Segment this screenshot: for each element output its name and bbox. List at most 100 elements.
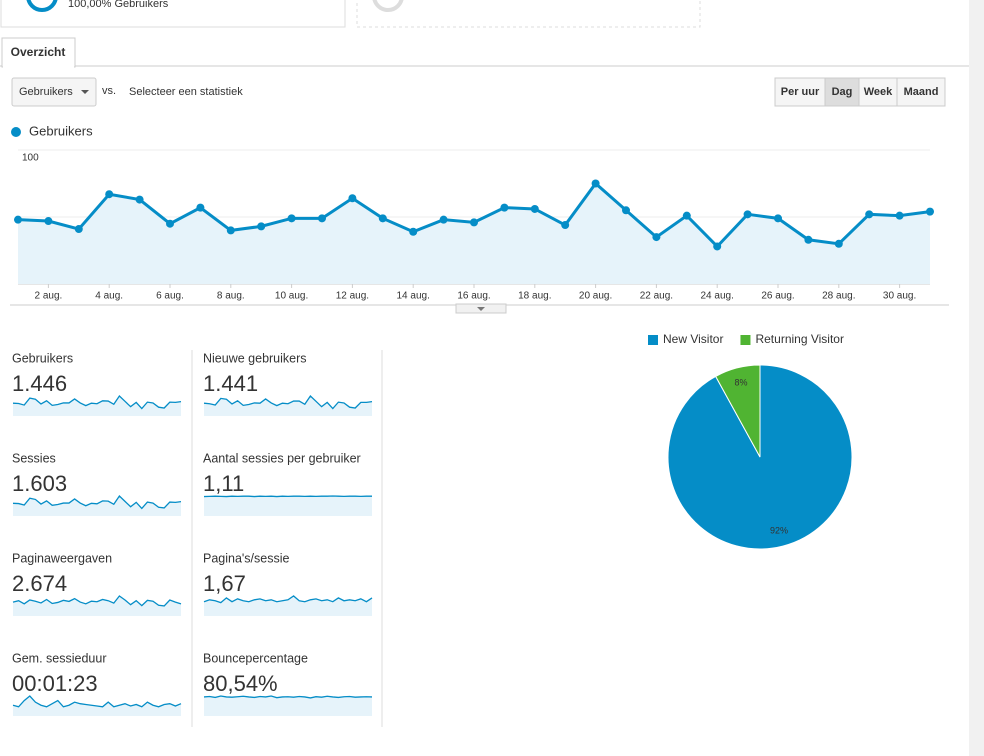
interval-label[interactable]: Week (864, 86, 893, 98)
x-tick-label: 20 aug. (579, 291, 612, 302)
interval-button[interactable] (896, 77, 946, 107)
sparkline (12, 595, 182, 607)
line-chart: 501002 aug.4 aug.6 aug.8 aug.10 aug.12 a… (14, 149, 934, 302)
x-tick-label: 22 aug. (640, 291, 673, 302)
interval-buttons: Per uur Dag Week Maand (774, 77, 946, 107)
x-tick-label: 4 aug. (95, 291, 123, 302)
metric-label: Gem. sessieduur (12, 651, 106, 665)
pie-chart: New Visitor Returning Visitor 92% 8% (648, 332, 853, 550)
point[interactable] (378, 214, 387, 223)
metric-label: Paginaweergaven (12, 551, 112, 565)
legend-label[interactable]: New Visitor (663, 332, 723, 346)
metric-dropdown-label[interactable]: Gebruikers (19, 86, 73, 98)
x-tick-label: 18 aug. (518, 291, 551, 302)
y-tick-label: 100 (22, 153, 39, 164)
scrollbar (969, 0, 984, 756)
interval-label[interactable]: Per uur (781, 86, 820, 98)
interval-label[interactable]: Dag (832, 86, 853, 98)
segment-ring (26, 0, 58, 12)
legend-label[interactable]: Returning Visitor (755, 332, 844, 346)
metric-value: 1.603 (12, 471, 67, 496)
point[interactable] (166, 219, 174, 228)
x-tick-label: 2 aug. (34, 291, 62, 302)
point[interactable] (14, 215, 22, 224)
point[interactable] (409, 227, 418, 236)
scorecards: Gebruikers 1.446 Nieuwe gebruikers 1.441 Ses… (12, 350, 383, 727)
point[interactable] (439, 215, 448, 224)
point[interactable] (105, 190, 114, 199)
sparkline (203, 394, 373, 410)
point[interactable] (74, 225, 83, 234)
segment-card-empty (356, 0, 701, 28)
point[interactable] (257, 222, 266, 231)
x-tick-label: 10 aug. (275, 291, 308, 302)
sparkline-area (204, 596, 372, 616)
metric-value: 1,67 (203, 571, 246, 596)
metric-label: Gebruikers (12, 351, 73, 365)
metric-label: Nieuwe gebruikers (203, 351, 307, 365)
sparkline-area (13, 496, 181, 516)
sparkline-area (204, 496, 372, 516)
tab-cover (3, 64, 74, 68)
point[interactable] (348, 194, 357, 203)
point[interactable] (834, 239, 843, 248)
interval-label[interactable]: Maand (904, 86, 939, 98)
segment-label: 100,00% Gebruikers (68, 0, 169, 10)
legend-swatch (648, 335, 658, 345)
x-tick-label: 24 aug. (701, 291, 734, 302)
metric-value: 1,11 (203, 471, 244, 496)
point[interactable] (135, 195, 144, 204)
vs-label: vs. (102, 85, 116, 97)
point[interactable] (318, 214, 326, 223)
point[interactable] (804, 235, 813, 244)
sparkline-area (204, 396, 372, 416)
x-tick-label: 30 aug. (883, 291, 916, 302)
sparkline (203, 695, 373, 699)
point[interactable] (622, 206, 630, 215)
metric-label: Aantal sessies per gebruiker (203, 451, 361, 465)
legend-label: Gebruikers (29, 123, 93, 138)
point[interactable] (652, 233, 661, 242)
point[interactable] (895, 211, 904, 220)
metric-label: Pagina's/sessie (203, 551, 290, 565)
point[interactable] (743, 210, 752, 219)
point[interactable] (226, 226, 235, 235)
compare-link[interactable]: Selecteer een statistiek (129, 86, 243, 98)
dropdown-arrow (81, 90, 89, 94)
area (18, 183, 930, 284)
x-tick-label: 8 aug. (217, 291, 245, 302)
metric-value: 1.441 (203, 371, 258, 396)
sparkline (12, 394, 182, 410)
point[interactable] (774, 214, 782, 223)
pie-slice[interactable] (714, 364, 761, 458)
metric-value: 2.674 (12, 571, 67, 596)
point[interactable] (287, 214, 296, 223)
point[interactable] (865, 210, 874, 219)
point[interactable] (470, 218, 478, 227)
sparkline-area (13, 596, 181, 616)
point[interactable] (500, 203, 509, 212)
x-tick-label: 12 aug. (336, 291, 369, 302)
metric-dropdown[interactable] (11, 77, 97, 107)
x-tick-label: 28 aug. (822, 291, 855, 302)
sparkline (203, 595, 373, 604)
sparkline-area (13, 396, 181, 416)
slice-label: 8% (735, 377, 748, 387)
x-tick-label: 26 aug. (761, 291, 794, 302)
slice-label: 92% (770, 525, 788, 535)
metric-value: 00:01:23 (12, 671, 98, 696)
point[interactable] (561, 221, 570, 230)
point[interactable] (682, 211, 691, 220)
segment-card (0, 0, 346, 28)
point[interactable] (196, 203, 205, 212)
point[interactable] (713, 242, 722, 251)
metric-label: Sessies (12, 451, 56, 465)
point[interactable] (530, 204, 539, 213)
point[interactable] (926, 207, 934, 216)
tab-label[interactable]: Overzicht (11, 45, 66, 59)
point[interactable] (44, 217, 53, 226)
point[interactable] (591, 179, 600, 188)
sparkline (12, 695, 182, 708)
